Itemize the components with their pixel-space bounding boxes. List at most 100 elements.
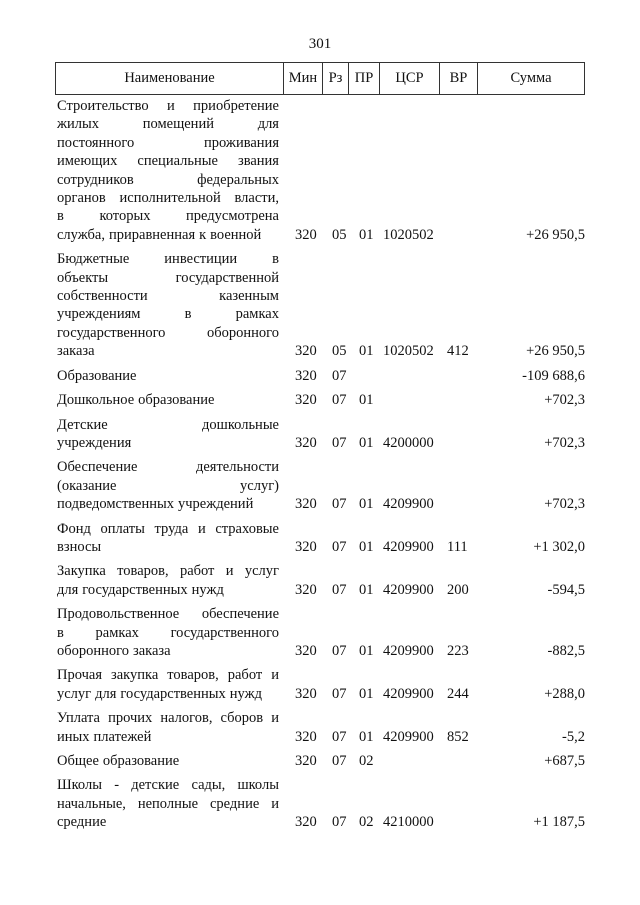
header-min: Мин	[284, 63, 323, 94]
cell-pr: 01	[359, 226, 374, 243]
cell-pr: 01	[359, 392, 374, 409]
cell-sum: +1 302,0	[533, 538, 585, 555]
cell-min: 320	[295, 496, 317, 513]
cell-csr: 1020502	[383, 226, 434, 243]
name-line: подведомственных учреждений	[57, 496, 254, 513]
row-name: Обеспечение деятельности (оказание услуг) по…	[57, 458, 279, 513]
cell-csr: 4209900	[383, 728, 434, 745]
page-number: 301	[308, 36, 332, 52]
cell-sum: +702,3	[544, 496, 585, 513]
name-line: Прочая закупка товаров, работ и	[57, 667, 279, 684]
table-row: Обеспечение деятельности (оказание услуг) по…	[57, 458, 585, 513]
cell-min: 320	[295, 642, 317, 659]
row-name: Школы - детские сады, школы начальные, неполны…	[57, 776, 279, 831]
cell-rz: 07	[332, 434, 347, 451]
row-name: Продовольственное обеспечение в рамках госуд…	[57, 605, 279, 660]
row-name: Дошкольное образование	[57, 391, 279, 409]
cell-rz: 07	[332, 753, 347, 769]
table-row: Образование 320 07 -109 688,6	[57, 367, 585, 385]
cell-min: 320	[295, 367, 317, 384]
cell-csr: 4210000	[383, 814, 434, 831]
table-row: Бюджетные инвестиции в объекты государственн…	[57, 250, 585, 360]
cell-csr: 4209900	[383, 685, 434, 702]
name-line: Обеспечение деятельности	[57, 459, 279, 476]
cell-vr: 200	[447, 581, 469, 598]
name-line: Образование	[57, 367, 137, 384]
row-name: Уплата прочих налогов, сборов и иных платежей	[57, 709, 279, 746]
header-pr: ПР	[349, 63, 380, 94]
cell-min: 320	[295, 814, 317, 831]
cell-rz: 07	[332, 538, 347, 555]
cell-min: 320	[295, 392, 317, 409]
cell-sum: +687,5	[544, 753, 585, 769]
cell-pr: 01	[359, 434, 374, 451]
name-line: Школы - детские сады, школы	[57, 777, 279, 794]
cell-csr: 4209900	[383, 538, 434, 555]
row-name: Прочая закупка товаров, работ и услуг для госуд…	[57, 666, 279, 703]
name-line: постоянного проживания	[57, 134, 279, 151]
table-row: Продовольственное обеспечение в рамках госуд…	[57, 605, 585, 660]
cell-min: 320	[295, 538, 317, 555]
name-line: услуг для государственных нужд	[57, 685, 262, 702]
cell-pr: 01	[359, 538, 374, 555]
cell-min: 320	[295, 581, 317, 598]
row-name: Закупка товаров, работ и услуг для государстве…	[57, 562, 279, 599]
name-line: Бюджетные инвестиции в	[57, 251, 279, 268]
row-name: Детские дошкольные учреждения	[57, 416, 279, 453]
cell-pr: 01	[359, 642, 374, 659]
name-line: Детские дошкольные	[57, 416, 279, 433]
name-line: сотрудников федеральных	[57, 171, 279, 188]
table-row: Дошкольное образование 320 07 01 +702,3	[57, 391, 585, 409]
row-name: Общее образование	[57, 752, 279, 770]
cell-min: 320	[295, 343, 317, 360]
name-line: Общее образование	[57, 753, 180, 769]
name-line: Фонд оплаты труда и страховые	[57, 520, 279, 537]
cell-csr: 4209900	[383, 496, 434, 513]
name-line: органов исполнительной власти,	[57, 190, 279, 207]
cell-sum: -5,2	[562, 728, 585, 745]
cell-sum: -594,5	[547, 581, 585, 598]
name-line: учреждениям в рамках	[57, 306, 279, 323]
table-header: Наименование Мин Рз ПР ЦСР ВР Сумма	[55, 62, 585, 95]
cell-rz: 07	[332, 392, 347, 409]
cell-sum: +26 950,5	[526, 226, 585, 243]
header-rz: Рз	[323, 63, 349, 94]
table-row: Фонд оплаты труда и страховые взносы 320 07 01 42…	[57, 520, 585, 557]
cell-rz: 07	[332, 581, 347, 598]
cell-sum: -882,5	[547, 642, 585, 659]
cell-min: 320	[295, 728, 317, 745]
cell-vr: 412	[447, 343, 469, 360]
cell-rz: 07	[332, 728, 347, 745]
name-line: служба, приравненная к военной	[57, 226, 262, 243]
cell-sum: +702,3	[544, 434, 585, 451]
cell-pr: 01	[359, 728, 374, 745]
cell-min: 320	[295, 753, 317, 769]
name-line: государственного оборонного	[57, 324, 279, 341]
table-row: Уплата прочих налогов, сборов и иных платежей 3…	[57, 709, 585, 746]
name-line: имеющих специальные звания	[57, 153, 279, 170]
cell-min: 320	[295, 226, 317, 243]
name-line: Дошкольное образование	[57, 392, 215, 409]
cell-pr: 02	[359, 814, 374, 831]
cell-min: 320	[295, 434, 317, 451]
cell-sum: +26 950,5	[526, 343, 585, 360]
table-row: Строительство и приобретение жилых помещений…	[57, 97, 585, 244]
table-body: Строительство и приобретение жилых помещений…	[57, 97, 585, 838]
cell-vr: 111	[447, 538, 468, 555]
cell-rz: 07	[332, 367, 347, 384]
cell-rz: 07	[332, 685, 347, 702]
row-name: Бюджетные инвестиции в объекты государственн…	[57, 250, 279, 360]
cell-csr: 4209900	[383, 642, 434, 659]
name-line: иных платежей	[57, 728, 152, 745]
cell-pr: 01	[359, 581, 374, 598]
cell-rz: 05	[332, 343, 347, 360]
header-vr: ВР	[440, 63, 478, 94]
cell-rz: 05	[332, 226, 347, 243]
name-line: учреждения	[57, 434, 132, 451]
cell-sum: +1 187,5	[533, 814, 585, 831]
row-name: Строительство и приобретение жилых помещений…	[57, 97, 279, 244]
cell-rz: 07	[332, 496, 347, 513]
cell-pr: 01	[359, 343, 374, 360]
table-row: Прочая закупка товаров, работ и услуг для госуд…	[57, 666, 585, 703]
cell-sum: +288,0	[544, 685, 585, 702]
